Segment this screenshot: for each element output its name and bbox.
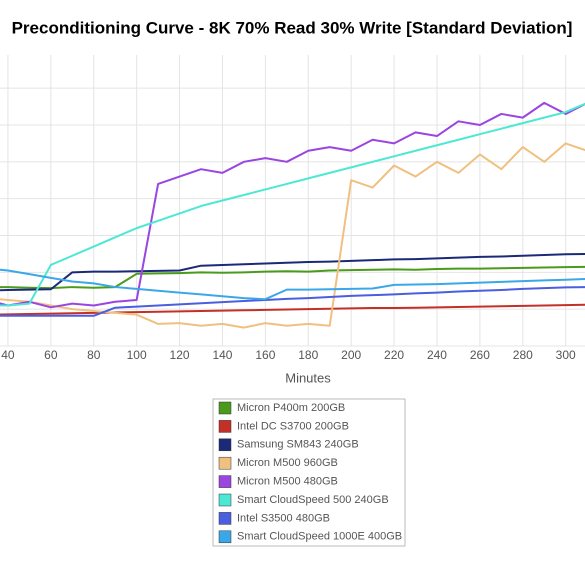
series-line (0, 286, 585, 317)
x-tick-label: 280 (513, 348, 533, 362)
x-tick-label: 60 (44, 348, 58, 362)
x-tick-label: 180 (298, 348, 318, 362)
legend-swatch (218, 512, 232, 525)
legend-swatch (218, 456, 232, 470)
legend-swatch (218, 530, 232, 544)
legend-swatch (218, 475, 232, 488)
legend-swatch (218, 438, 232, 452)
x-tick-label: 100 (127, 348, 147, 362)
legend-label: Micron P400m 200GB (237, 402, 345, 414)
series-line (0, 268, 585, 301)
series-line (0, 101, 585, 309)
legend-label: Smart CloudSpeed 500 240GB (237, 494, 389, 506)
series-line (0, 252, 585, 292)
series-line (0, 265, 585, 290)
x-tick-label: 200 (341, 348, 361, 362)
legend-label: Intel DC S3700 200GB (237, 420, 349, 432)
legend-swatch (218, 401, 232, 415)
legend-label: Samsung SM843 240GB (237, 439, 359, 451)
x-tick-label: 300 (556, 348, 576, 362)
x-tick-label: 120 (170, 348, 190, 362)
series-line (0, 303, 585, 316)
x-tick-label: 140 (212, 348, 232, 362)
legend-label: Micron M500 960GB (237, 457, 338, 469)
series-line (0, 142, 585, 329)
chart-title: Preconditioning Curve - 8K 70% Read 30% … (12, 18, 573, 37)
x-tick-label: 40 (1, 348, 15, 362)
x-tick-label: 160 (255, 348, 275, 362)
legend-box (212, 398, 406, 547)
legend-label: Intel S3500 480GB (237, 512, 330, 524)
x-axis-label: Minutes (285, 370, 331, 385)
legend-swatch (218, 493, 232, 507)
x-tick-label: 80 (87, 348, 101, 362)
legend-label: Micron M500 480GB (237, 476, 338, 488)
legend-label: Smart CloudSpeed 1000E 400GB (237, 531, 402, 543)
legend-swatch (218, 420, 232, 433)
series-line (0, 102, 585, 307)
x-tick-label: 220 (384, 348, 404, 362)
x-tick-label: 240 (427, 348, 447, 362)
x-tick-label: 260 (470, 348, 490, 362)
